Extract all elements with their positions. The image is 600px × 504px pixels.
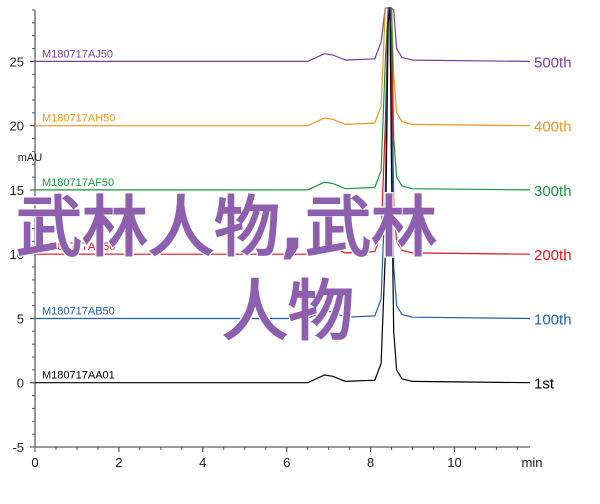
- trace-order-label: 100th: [534, 311, 572, 328]
- x-tick-label: 10: [447, 455, 461, 470]
- trace-name-label: M180717AJ50: [42, 48, 113, 60]
- trace-name-label: M180717AB50: [42, 305, 115, 317]
- y-tick-label: 0: [17, 376, 24, 391]
- trace-order-label: 500th: [534, 54, 572, 71]
- chart-traces: [35, 7, 531, 384]
- trace-order-label: 200th: [534, 247, 572, 264]
- x-tick-label: 2: [115, 455, 122, 470]
- trace-1st: [35, 7, 531, 384]
- trace-name-label: M180717AH50: [42, 113, 115, 125]
- trace-order-label: 1st: [534, 376, 555, 393]
- trace-name-label: M180717AA01: [42, 370, 115, 382]
- y-tick-label: 10: [10, 247, 24, 262]
- y-tick-label: 20: [10, 119, 24, 134]
- watermark-line-1: 武林人物,武林: [16, 189, 437, 266]
- trace-400th: [35, 7, 531, 127]
- x-tick-label: 4: [199, 455, 206, 470]
- watermark-line-2: 人物: [222, 273, 354, 350]
- y-unit-label: mAU: [18, 152, 43, 164]
- y-tick-label: 15: [10, 183, 24, 198]
- trace-order-label: 400th: [534, 119, 572, 136]
- trace-name-label: M180717AF50: [42, 177, 114, 189]
- x-tick-label: 8: [367, 455, 374, 470]
- trace-300th: [35, 7, 531, 191]
- y-tick-label: -5: [12, 440, 24, 455]
- trace-name-label: M180717AD50: [42, 241, 115, 253]
- x-unit-label: min: [522, 455, 543, 470]
- watermark: 武林人物,武林 人物: [15, 188, 439, 352]
- y-tick-label: 25: [10, 54, 24, 69]
- x-tick-label: 0: [31, 455, 38, 470]
- chart-axes: 0 2 4 6 8 10 min -5 0 5 10 15 20 25 mAU: [10, 9, 543, 470]
- x-tick-label: 6: [283, 455, 290, 470]
- y-tick-label: 5: [17, 311, 24, 326]
- chart-labels: M180717AA01 1st M180717AB50 100th M180717AD5…: [42, 48, 572, 392]
- trace-order-label: 300th: [534, 183, 572, 200]
